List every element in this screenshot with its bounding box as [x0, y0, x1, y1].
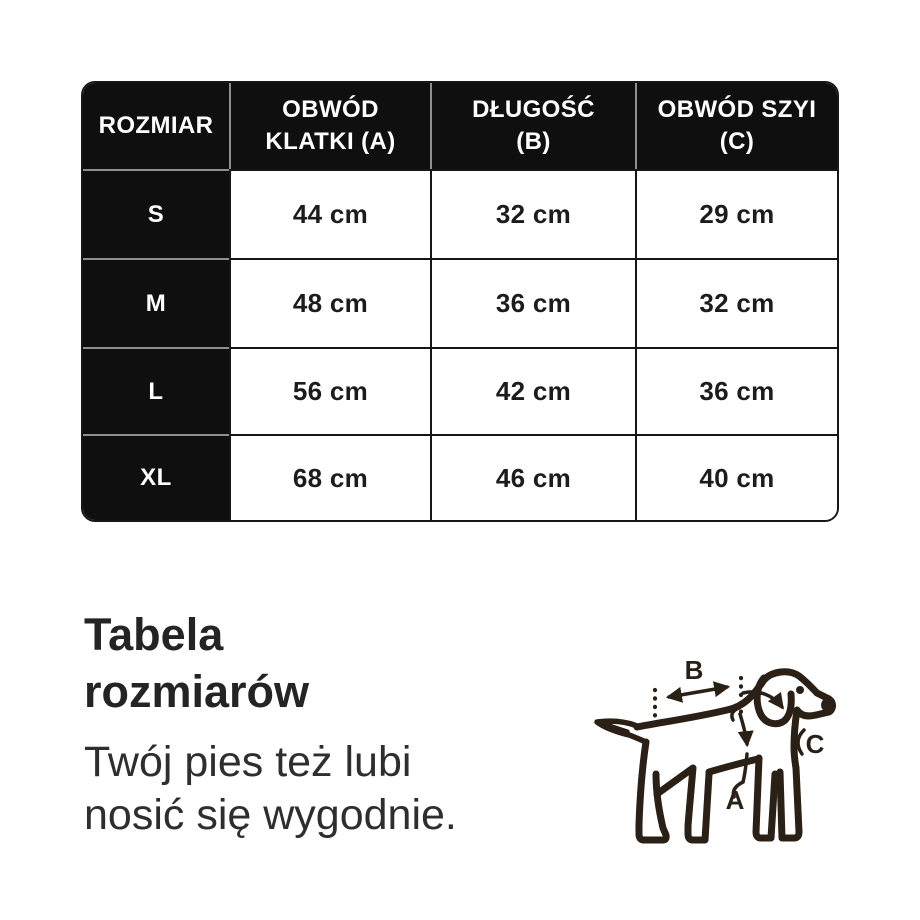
table-cell-xl-chest: 68 cm — [229, 434, 430, 520]
dog-illustration: B A C — [593, 646, 863, 866]
page-subtitle-line1: Twój pies też lubi — [84, 738, 412, 786]
dog-ear — [753, 674, 795, 728]
table-cell-m-chest: 48 cm — [229, 258, 430, 347]
table-cell-s-chest: 44 cm — [229, 169, 430, 258]
size-table: ROZMIAR OBWÓD KLATKI (A) DŁUGOŚĆ (B) OBW… — [81, 81, 839, 522]
table-cell-l-chest: 56 cm — [229, 347, 430, 434]
dog-eye — [796, 686, 804, 694]
page-subtitle: Twój pies też lubi nosić się wygodnie. — [84, 736, 457, 842]
page-title-line1: Tabela — [84, 609, 224, 660]
table-cell-xl-length: 46 cm — [430, 434, 635, 520]
page-title: Tabela rozmiarów — [84, 606, 309, 720]
table-cell-xl-neck: 40 cm — [635, 434, 837, 520]
measure-hook-a-bottom — [731, 780, 745, 799]
measure-line-a-lower — [741, 752, 749, 784]
page-subtitle-line2: nosić się wygodnie. — [84, 791, 457, 839]
measure-arrow-a — [737, 712, 754, 748]
table-cell-m-length: 36 cm — [430, 258, 635, 347]
dog-hind-leg-near — [635, 738, 670, 844]
measure-arrow-b — [665, 681, 731, 703]
measure-arrow-neck — [741, 690, 784, 710]
label-c: C — [806, 729, 825, 759]
page-title-line2: rozmiarów — [84, 666, 310, 717]
label-a: A — [726, 785, 745, 815]
table-cell-m-neck: 32 cm — [635, 258, 837, 347]
size-label-xl: XL — [83, 434, 229, 520]
header-obwod-szyi: OBWÓD SZYI (C) — [635, 83, 837, 169]
header-obwod-klatki: OBWÓD KLATKI (A) — [229, 83, 430, 169]
dog-front-leg-far — [752, 754, 779, 842]
table-cell-l-length: 42 cm — [430, 347, 635, 434]
dog-nose — [821, 699, 831, 711]
header-rozmiar: ROZMIAR — [83, 83, 229, 169]
size-label-s: S — [83, 169, 229, 258]
table-cell-s-length: 32 cm — [430, 169, 635, 258]
dog-tail — [594, 718, 649, 745]
label-b: B — [685, 655, 704, 685]
dog-body-outline — [633, 668, 836, 772]
measure-hook-a-top — [730, 706, 741, 722]
table-cell-s-neck: 29 cm — [635, 169, 837, 258]
dog-belly-line — [705, 755, 762, 776]
header-dlugosc: DŁUGOŚĆ (B) — [430, 83, 635, 169]
size-label-m: M — [83, 258, 229, 347]
dog-front-leg-near — [776, 764, 803, 842]
size-label-l: L — [83, 347, 229, 434]
dog-hind-leg-far — [653, 764, 713, 844]
table-cell-l-neck: 36 cm — [635, 347, 837, 434]
measure-hook-c — [796, 728, 806, 756]
dog-measurement-diagram-svg: B A C — [594, 655, 836, 844]
